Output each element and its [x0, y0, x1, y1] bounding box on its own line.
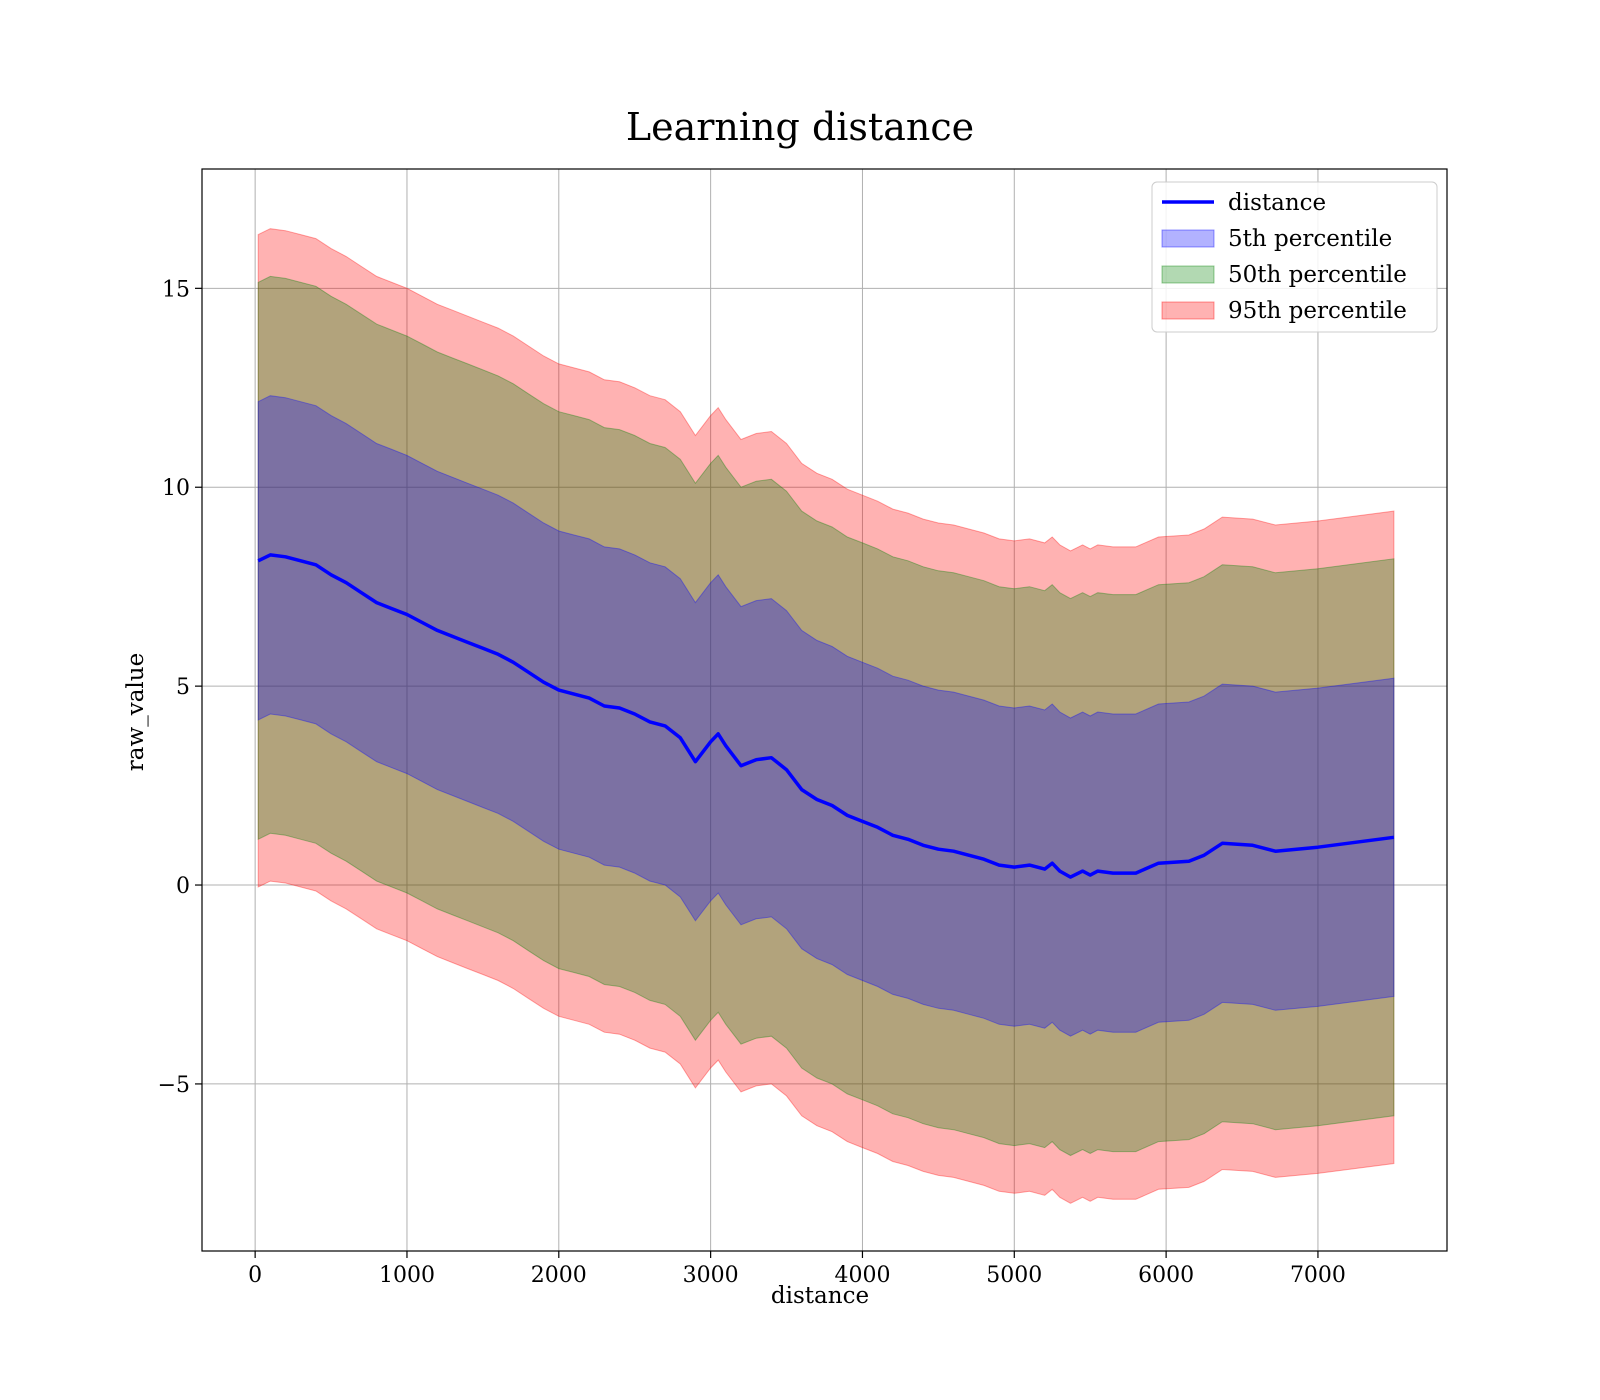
band-2 — [257, 395, 1395, 1037]
legend-label-1: 5th percentile — [1228, 226, 1392, 252]
legend-label-2: 50th percentile — [1228, 262, 1407, 288]
legend-label-0: distance — [1228, 190, 1326, 216]
y-axis-label: raw_value — [123, 653, 149, 771]
x-tick-label-3: 3000 — [683, 1263, 739, 1288]
y-tick-label-0: −5 — [158, 1073, 190, 1098]
x-axis-label: distance — [771, 1283, 869, 1309]
x-tick-label-5: 5000 — [986, 1263, 1042, 1288]
x-tick-label-0: 0 — [248, 1263, 262, 1288]
x-tick-label-7: 7000 — [1290, 1263, 1346, 1288]
series-lines — [257, 553, 1395, 879]
band-1 — [257, 275, 1395, 1157]
legend-box — [1151, 181, 1438, 333]
y-tick-label-1: 0 — [176, 874, 190, 899]
x-tick-label-1: 1000 — [379, 1263, 435, 1288]
legend-swatch-3 — [1161, 301, 1215, 320]
legend: distance 5th percentile 50th percentile 95t… — [1151, 181, 1438, 333]
y-tick-label-3: 10 — [162, 476, 190, 501]
band-0 — [257, 228, 1395, 1204]
y-tick-label-2: 5 — [176, 675, 190, 700]
legend-swatch-2 — [1161, 265, 1215, 284]
legend-swatch-1 — [1161, 229, 1215, 248]
grid — [202, 169, 1447, 1251]
y-tick-label-4: 15 — [162, 277, 190, 302]
percentile-bands — [257, 228, 1395, 1204]
y-axis-ticks: −5 0 5 10 15 — [158, 277, 202, 1098]
x-tick-label-6: 6000 — [1138, 1263, 1194, 1288]
legend-label-3: 95th percentile — [1228, 298, 1407, 324]
x-axis-ticks: 0 1000 2000 3000 4000 5000 6000 7000 — [248, 1251, 1346, 1288]
plot-frame — [201, 168, 1448, 1252]
x-tick-label-4: 4000 — [834, 1263, 890, 1288]
chart-title: Learning distance — [626, 105, 974, 149]
x-tick-label-2: 2000 — [531, 1263, 587, 1288]
series-line-distance — [257, 553, 1395, 879]
